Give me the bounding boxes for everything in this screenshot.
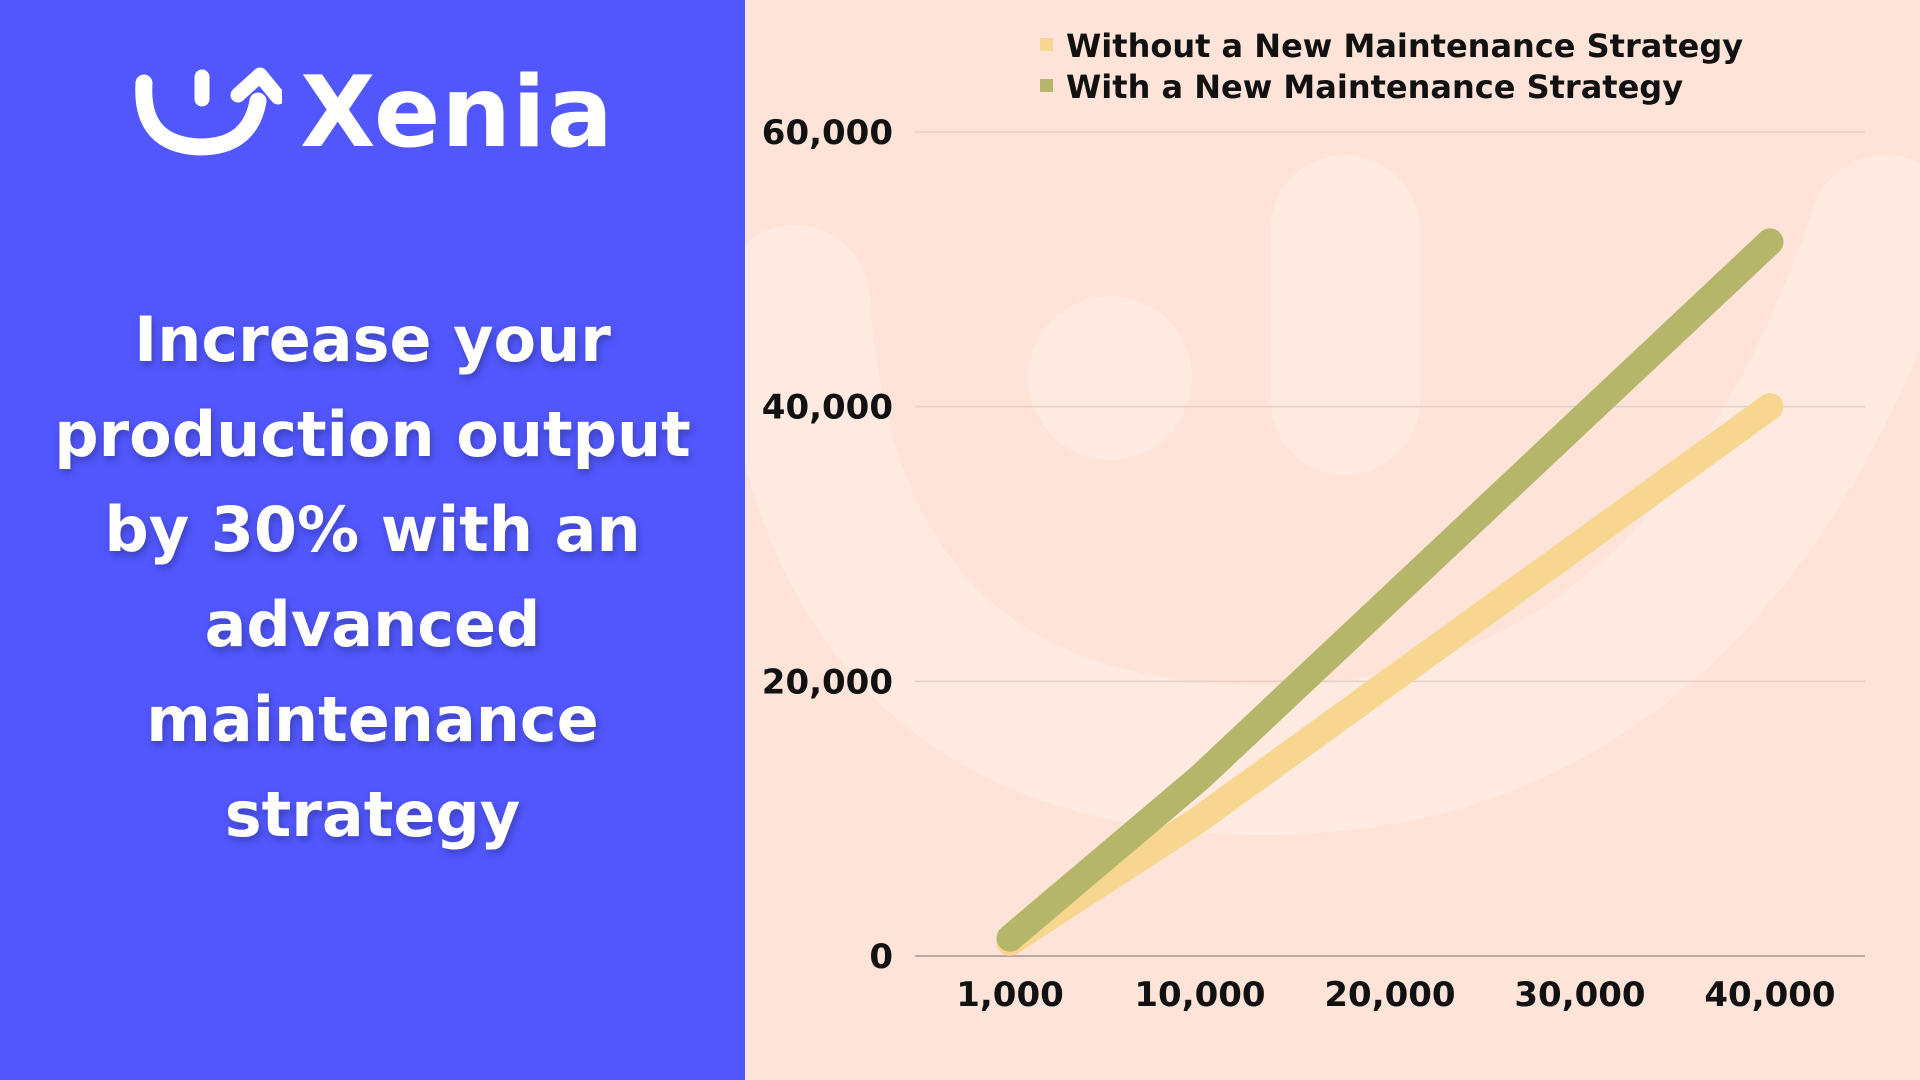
- left-panel: Xenia Increase your production output by…: [0, 0, 745, 1080]
- x-tick-label: 10,000: [1134, 975, 1265, 1015]
- x-axis-ticks: 1,000 10,000 20,000 30,000 40,000: [956, 975, 1835, 1015]
- grid-lines: [915, 131, 1865, 957]
- brand-name: Xenia: [300, 56, 614, 170]
- x-tick-label: 30,000: [1514, 975, 1645, 1015]
- y-axis-ticks: 0 20,000 40,000 60,000: [762, 113, 893, 977]
- y-tick-label: 40,000: [762, 388, 893, 428]
- brand-logo[interactable]: Xenia: [132, 58, 614, 168]
- series-line-without-strategy: [996, 393, 1784, 956]
- series-lines: [996, 228, 1784, 956]
- legend-swatch: [1040, 38, 1053, 51]
- smile-arrow-icon: [132, 63, 282, 163]
- headline: Increase your production output by 30% w…: [54, 303, 691, 851]
- line-chart: 0 20,000 40,000 60,000 1,000 10,000 20,000 30,…: [745, 27, 1920, 1015]
- legend-swatch: [1040, 79, 1053, 92]
- x-tick-label: 20,000: [1324, 975, 1455, 1015]
- series-line-with-strategy: [996, 228, 1784, 952]
- chart-panel: 0 20,000 40,000 60,000 1,000 10,000 20,000 30,…: [745, 0, 1920, 1080]
- legend-label: Without a New Maintenance Strategy: [1066, 27, 1743, 65]
- y-tick-label: 20,000: [762, 662, 893, 702]
- x-tick-label: 1,000: [956, 975, 1064, 1015]
- x-tick-label: 40,000: [1704, 975, 1835, 1015]
- y-tick-label: 0: [869, 937, 893, 977]
- background-smile-watermark: [745, 155, 1920, 836]
- legend-label: With a New Maintenance Strategy: [1066, 68, 1683, 106]
- y-tick-label: 60,000: [762, 113, 893, 153]
